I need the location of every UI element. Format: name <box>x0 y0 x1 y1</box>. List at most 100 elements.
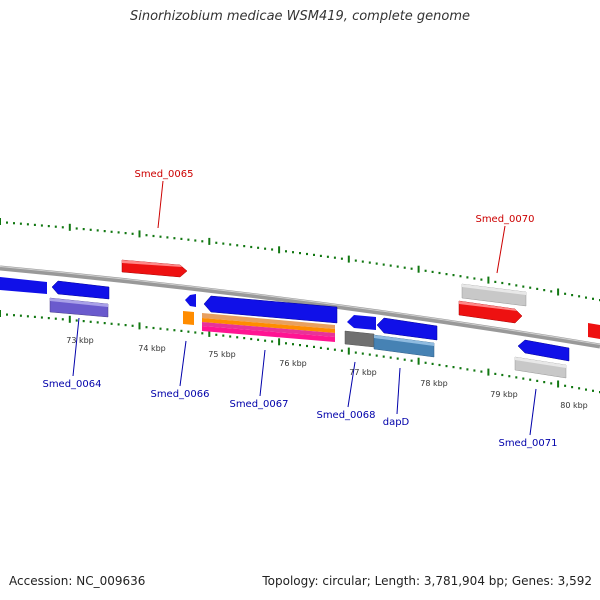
gene-smed-0065[interactable] <box>121 259 188 278</box>
tick-lower-minor <box>166 328 169 331</box>
tick-lower-minor <box>313 345 315 348</box>
tick-row-upper <box>0 218 600 302</box>
tick-lower-minor <box>33 315 36 318</box>
scale-label-73kbp: 73 kbp <box>66 336 94 345</box>
tick-lower-minor <box>431 362 434 365</box>
tick-upper-minor <box>33 223 36 226</box>
tick-upper-minor <box>180 237 183 240</box>
tick-upper-minor <box>508 283 511 286</box>
tick-upper-minor <box>473 277 476 280</box>
tick-upper-minor <box>131 232 134 235</box>
gene-dapd-reverse[interactable] <box>376 317 438 341</box>
tick-upper-major <box>208 237 211 245</box>
gene-smed-0066-reverse[interactable] <box>185 294 196 307</box>
gene-smed-0067-reverse[interactable] <box>203 295 338 324</box>
tick-lower-major <box>347 347 350 355</box>
gene-label-smed-0068: Smed_0068 <box>316 410 375 421</box>
tick-lower-minor <box>445 365 448 368</box>
tick-upper-minor <box>264 247 267 250</box>
label-connectors <box>72 180 537 436</box>
gene-smed-0067[interactable] <box>202 313 335 342</box>
tick-lower-minor <box>592 389 594 392</box>
tick-upper-minor <box>480 278 483 281</box>
tick-lower-minor <box>292 343 294 346</box>
tick-upper-minor <box>47 225 50 228</box>
tick-upper-major <box>557 288 560 296</box>
accession-text: Accession: NC_009636 <box>9 574 146 588</box>
tick-lower-minor <box>96 321 99 324</box>
tick-lower-minor <box>480 370 483 373</box>
tick-lower-minor <box>494 372 497 375</box>
tick-lower-minor <box>473 369 476 372</box>
scale-label-75kbp: 75 kbp <box>208 350 236 359</box>
tick-upper-minor <box>382 263 385 266</box>
tick-lower-minor <box>501 373 504 377</box>
tick-upper-minor <box>340 257 343 260</box>
tick-upper-minor <box>459 275 462 278</box>
gene-smed-0066[interactable] <box>183 311 194 325</box>
tick-upper-minor <box>75 227 78 230</box>
tick-upper-minor <box>236 244 239 247</box>
gene-label-dapd: dapD <box>383 417 410 428</box>
tick-upper-minor <box>354 259 357 262</box>
tick-upper-major <box>487 276 490 284</box>
tick-upper-minor <box>250 245 253 249</box>
tick-lower-minor <box>466 368 469 371</box>
tick-lower-minor <box>173 329 176 332</box>
tick-lower-minor <box>47 317 50 320</box>
gene-dapd[interactable] <box>373 334 435 358</box>
tick-upper-minor <box>389 264 392 267</box>
tick-lower-minor <box>529 378 532 381</box>
tick-upper-minor <box>40 224 43 227</box>
tick-lower-minor <box>543 381 546 384</box>
genome-backbone <box>0 265 600 349</box>
tick-upper-major <box>278 246 281 254</box>
gene-smed-0071-reverse[interactable] <box>517 339 570 362</box>
tick-lower-minor <box>19 314 22 317</box>
tick-upper-minor <box>452 274 455 277</box>
tick-upper-minor <box>117 231 120 234</box>
gene-forward-right-edge[interactable] <box>588 323 600 339</box>
tick-lower-minor <box>550 382 553 385</box>
tick-lower-minor <box>13 314 15 317</box>
tick-lower-minor <box>159 327 162 330</box>
tick-upper-minor <box>257 246 260 249</box>
tick-lower-minor <box>124 324 127 327</box>
tick-upper-minor <box>159 235 162 238</box>
tick-lower-minor <box>61 318 64 321</box>
tick-upper-minor <box>431 270 434 273</box>
tick-upper-minor <box>543 289 546 292</box>
tick-lower-minor <box>75 319 78 322</box>
tick-upper-minor <box>501 281 504 285</box>
tick-upper-minor <box>299 252 301 255</box>
tick-lower-minor <box>424 361 427 364</box>
tick-lower-minor <box>564 384 567 387</box>
tick-upper-minor <box>564 292 567 295</box>
tick-lower-minor <box>522 377 525 380</box>
gene-label-smed-0070: Smed_0070 <box>475 214 534 225</box>
gene-label-smed-0065: Smed_0065 <box>134 169 193 180</box>
scale-label-77kbp: 77 kbp <box>349 368 377 377</box>
gene-smed-0070[interactable] <box>458 300 523 324</box>
gene-smed-0071[interactable] <box>514 356 567 379</box>
tick-lower-minor <box>438 363 441 367</box>
gene-smed-0064[interactable] <box>49 297 109 318</box>
tick-lower-minor <box>410 359 413 362</box>
tick-lower-minor <box>585 388 587 391</box>
gene-smed-0070-gray[interactable] <box>461 283 527 307</box>
tick-lower-minor <box>382 355 385 358</box>
tick-lower-minor <box>89 320 92 323</box>
tick-upper-minor <box>82 228 85 231</box>
tick-lower-minor <box>152 326 155 330</box>
tick-lower-minor <box>515 376 518 379</box>
tick-lower-minor <box>389 356 392 359</box>
tick-upper-minor <box>13 222 15 225</box>
gene-reverse-left-edge[interactable] <box>0 277 47 294</box>
tick-upper-minor <box>375 262 378 265</box>
tick-upper-minor <box>243 245 246 248</box>
gene-smed-0064-reverse[interactable] <box>51 280 110 300</box>
tick-lower-minor <box>361 352 364 355</box>
tick-lower-minor <box>340 349 343 352</box>
gene-smed-0068[interactable] <box>344 330 375 348</box>
gene-smed-0068-reverse[interactable] <box>347 315 376 330</box>
